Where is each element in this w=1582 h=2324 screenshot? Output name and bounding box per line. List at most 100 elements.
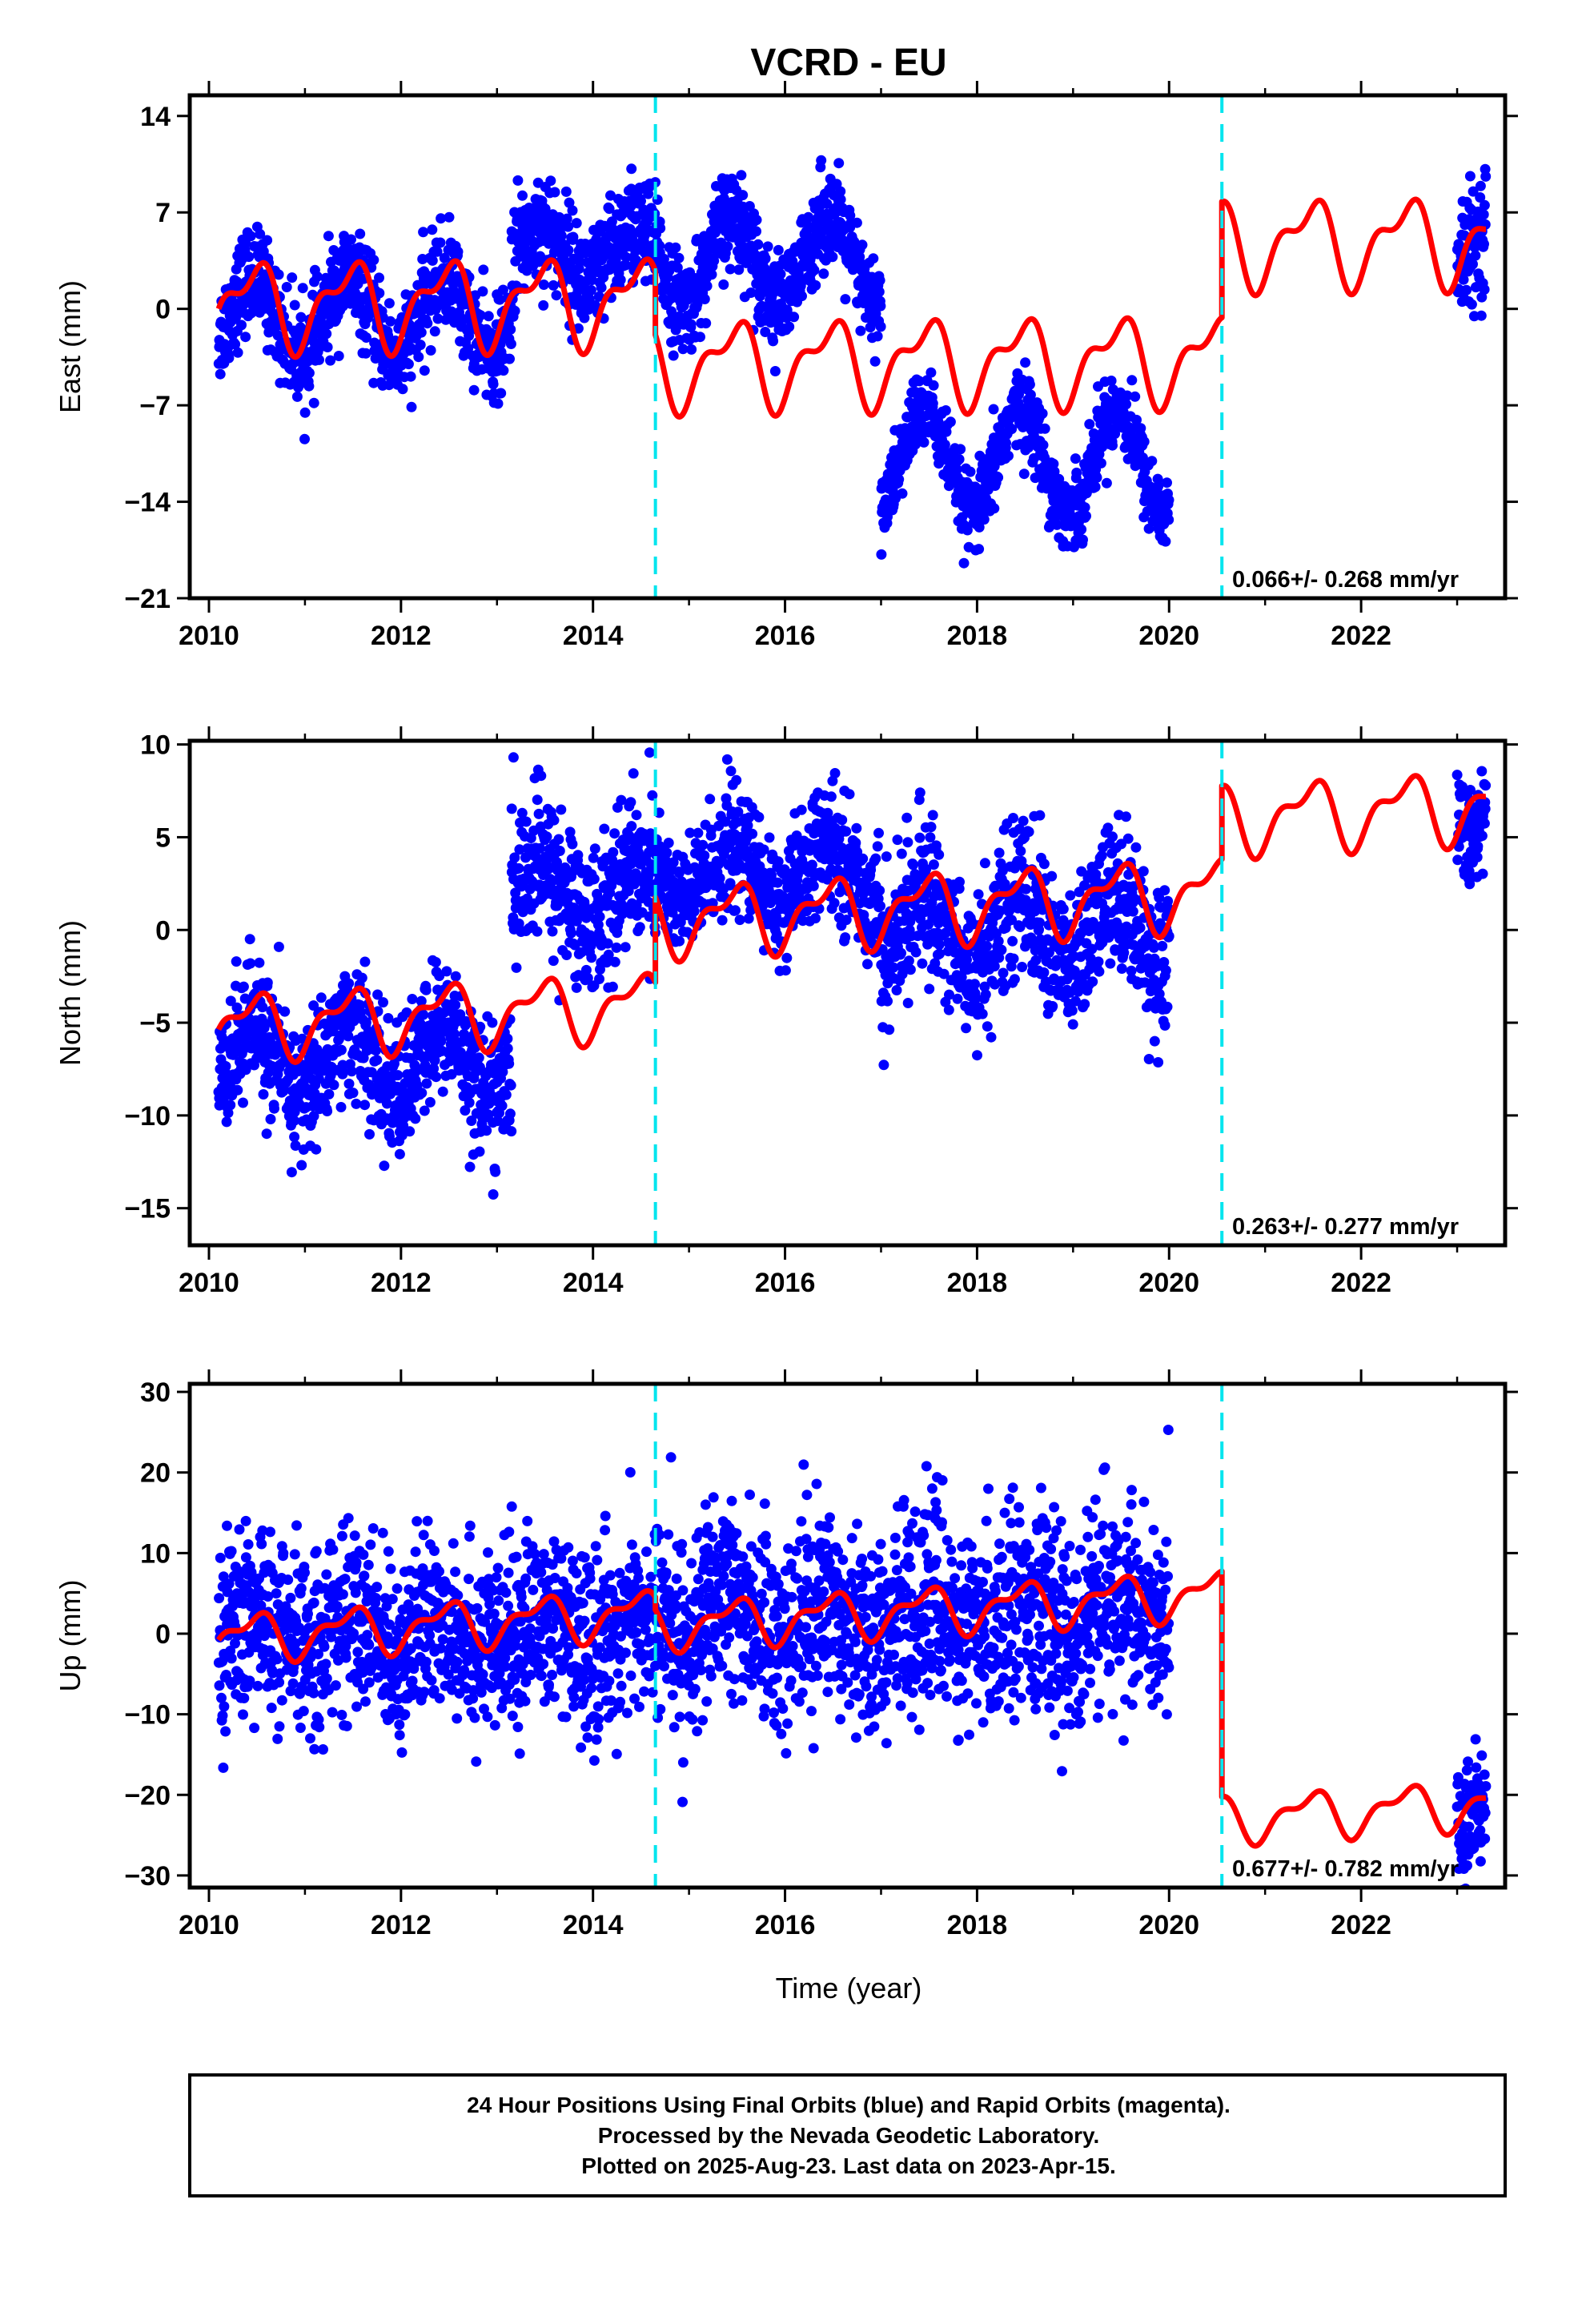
data-point — [231, 1002, 243, 1013]
observations-series — [213, 155, 1492, 569]
data-point — [378, 997, 388, 1008]
data-point — [1051, 519, 1062, 530]
data-point — [322, 1106, 333, 1116]
data-point — [325, 355, 336, 366]
data-point — [592, 919, 604, 931]
data-point — [563, 244, 574, 255]
data-point — [825, 791, 837, 802]
velocity-rate-label: 0.066+/- 0.268 mm/yr — [1232, 567, 1459, 593]
data-point — [416, 1088, 428, 1099]
data-point — [1049, 466, 1060, 477]
data-point — [876, 549, 887, 560]
data-point — [291, 391, 303, 402]
data-point — [464, 1161, 476, 1172]
data-point — [430, 957, 441, 967]
data-point — [604, 203, 615, 215]
data-point — [769, 366, 781, 376]
data-point — [851, 822, 862, 834]
data-point — [714, 873, 725, 884]
data-point — [273, 269, 284, 280]
data-point — [1023, 442, 1034, 453]
x-tick-label: 2018 — [947, 621, 1008, 651]
data-point — [475, 310, 486, 321]
data-point — [620, 942, 631, 953]
data-point — [492, 1116, 504, 1127]
data-point — [231, 956, 242, 967]
data-point — [355, 228, 366, 239]
data-point — [254, 957, 265, 968]
data-point — [897, 968, 908, 979]
data-point — [481, 1125, 492, 1136]
data-point — [415, 340, 426, 351]
data-point — [855, 325, 866, 336]
data-point — [930, 958, 941, 969]
data-point — [1020, 357, 1031, 368]
data-point — [859, 916, 870, 927]
data-point — [1163, 494, 1174, 505]
data-point — [502, 1043, 513, 1054]
data-point — [998, 967, 1009, 979]
data-point — [480, 1071, 492, 1082]
data-point — [988, 404, 999, 415]
data-point — [634, 922, 645, 933]
data-point — [536, 770, 547, 782]
data-point — [934, 458, 945, 469]
data-point — [840, 932, 851, 943]
data-point — [464, 1097, 475, 1108]
data-point — [605, 190, 616, 201]
data-point — [857, 239, 868, 251]
data-point — [223, 352, 235, 364]
data-point — [697, 839, 709, 850]
data-point — [760, 327, 771, 337]
data-point — [255, 228, 266, 239]
data-point — [706, 269, 717, 280]
data-point — [289, 1115, 299, 1126]
data-point — [347, 1088, 359, 1099]
data-point — [609, 828, 620, 839]
data-point — [441, 966, 452, 977]
data-point — [891, 985, 902, 995]
data-point — [1464, 171, 1476, 182]
data-point — [1006, 424, 1018, 435]
data-point — [343, 1031, 354, 1042]
data-point — [745, 905, 757, 915]
data-point — [956, 971, 967, 983]
data-point — [686, 344, 697, 355]
data-point — [607, 981, 618, 992]
data-point — [561, 213, 572, 224]
data-point — [760, 253, 771, 264]
data-point — [1037, 408, 1048, 419]
data-point — [311, 1144, 322, 1155]
data-point — [620, 259, 631, 271]
data-point — [927, 398, 938, 409]
data-point — [286, 1167, 297, 1178]
data-point — [289, 1132, 300, 1143]
data-point — [928, 859, 939, 870]
data-point — [737, 190, 749, 201]
y-tick-label: 14 — [140, 102, 171, 132]
data-point — [599, 823, 610, 834]
data-point — [789, 312, 800, 323]
data-point — [745, 287, 757, 298]
data-point — [473, 1052, 484, 1063]
data-point — [1030, 906, 1041, 917]
data-point — [1076, 524, 1087, 535]
data-point — [611, 942, 622, 953]
data-point — [509, 305, 520, 316]
data-point — [541, 831, 552, 842]
x-tick-label: 2022 — [1331, 621, 1391, 651]
data-point — [952, 993, 963, 1004]
data-point — [549, 187, 560, 198]
data-point — [416, 995, 427, 1007]
data-point — [758, 844, 769, 855]
data-point — [643, 871, 654, 883]
data-point — [1014, 922, 1026, 932]
data-point — [502, 1033, 513, 1044]
data-point — [563, 221, 574, 232]
y-axis-label: East (mm) — [54, 280, 86, 413]
data-point — [747, 828, 758, 839]
data-point — [924, 983, 935, 995]
data-point — [1038, 858, 1050, 870]
data-point — [287, 272, 298, 283]
data-point — [419, 1105, 430, 1116]
